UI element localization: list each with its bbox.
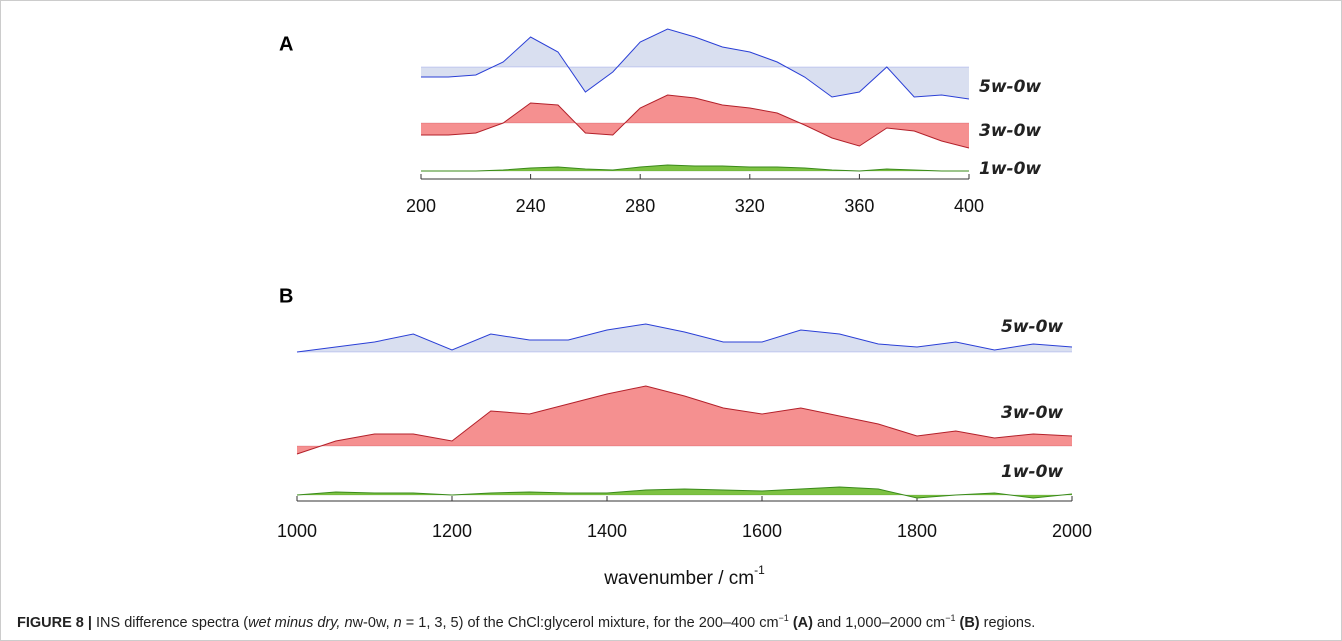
line xyxy=(296,323,1073,353)
series-label: 1w-0w xyxy=(1001,462,1063,482)
series-label: 1w-0w xyxy=(979,159,1041,179)
x-tick-label: 1400 xyxy=(587,521,627,541)
x-tick-label: 1600 xyxy=(742,521,782,541)
x-tick-label: 280 xyxy=(625,196,655,216)
x-tick-label: 320 xyxy=(735,196,765,216)
area xyxy=(297,386,1072,454)
caption-text: (B) xyxy=(959,614,980,631)
panel-label: A xyxy=(279,33,293,55)
x-axis-title-sup: -1 xyxy=(754,563,765,577)
chart: A 200 240 280 320 360 400 5w-0w 3w-0w 1w-0w B 1000 1… xyxy=(277,28,1092,589)
x-tick-label: 1000 xyxy=(277,521,317,541)
caption-text: −1 xyxy=(945,613,956,623)
caption-label: FIGURE 8 | xyxy=(17,614,92,631)
area xyxy=(421,95,969,148)
caption-text: = 1, 3, 5) of the ChCl:glycerol mixture,… xyxy=(401,614,779,631)
caption-text: n xyxy=(393,614,402,631)
series-label: 3w-0w xyxy=(1001,403,1063,423)
line xyxy=(421,164,969,172)
caption-text: INS difference spectra ( xyxy=(91,614,249,631)
x-tick-label: 240 xyxy=(516,196,546,216)
area xyxy=(421,29,969,99)
series-label: 5w-0w xyxy=(979,77,1041,97)
x-axis-title-text: wavenumber / cm xyxy=(603,568,754,589)
line xyxy=(421,94,970,149)
caption-text: and 1,000–2000 cm xyxy=(812,614,946,631)
x-tick-label: 1200 xyxy=(432,521,472,541)
x-tick-label: 1800 xyxy=(897,521,937,541)
x-tick-label: 400 xyxy=(954,196,984,216)
caption-text: −1 xyxy=(778,613,789,623)
x-tick-label: 2000 xyxy=(1052,521,1092,541)
x-tick-label: 200 xyxy=(406,196,436,216)
caption-text: (A) xyxy=(792,614,813,631)
x-tick-label: 360 xyxy=(844,196,874,216)
series-label: 5w-0w xyxy=(1001,317,1063,337)
area xyxy=(421,165,969,171)
caption-text: w-0w, xyxy=(352,614,394,631)
line xyxy=(421,28,970,100)
line xyxy=(296,385,1073,455)
caption: FIGURE 8 | INS difference spectra (wet m… xyxy=(17,613,1035,631)
line xyxy=(296,486,1073,499)
x-axis-title: wavenumber / cm-1 xyxy=(603,563,765,589)
area xyxy=(297,487,1072,498)
area xyxy=(297,324,1072,352)
caption-text: n xyxy=(344,614,353,631)
series-label: 3w-0w xyxy=(979,121,1041,141)
caption-text: wet minus dry, xyxy=(248,614,341,631)
panel-label: B xyxy=(279,285,293,307)
caption-text: regions. xyxy=(979,614,1036,631)
